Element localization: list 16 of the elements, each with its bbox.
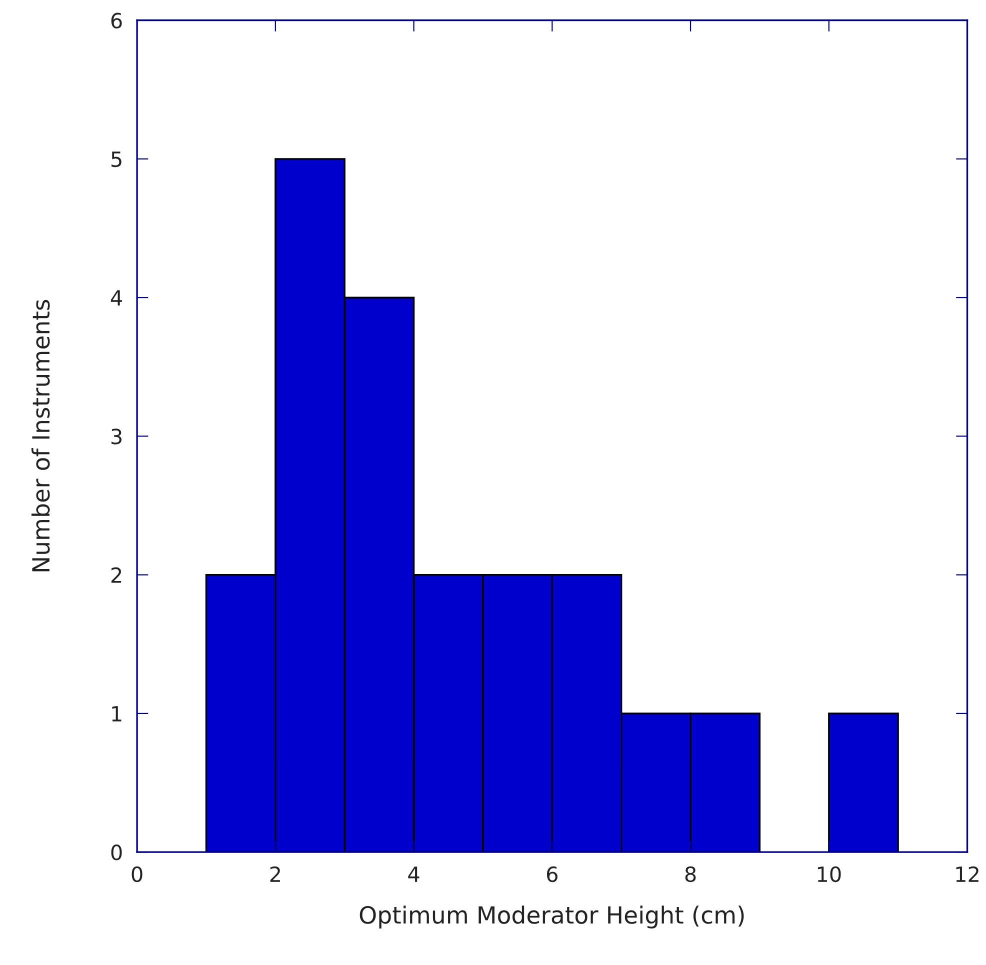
x-tick-label: 8 bbox=[685, 866, 696, 882]
y-tick-label: 6 bbox=[111, 12, 122, 28]
y-tick-label: 0 bbox=[111, 844, 122, 860]
x-tick-label: 0 bbox=[132, 866, 142, 882]
y-tick-label: 4 bbox=[110, 290, 122, 306]
y-tick-label: 5 bbox=[112, 152, 122, 168]
x-tick-label: 6 bbox=[546, 866, 558, 882]
x-tick-label: 10 bbox=[818, 866, 841, 882]
x-tick-label: 4 bbox=[408, 866, 420, 882]
y-tick-label: 1 bbox=[112, 706, 122, 722]
x-tick-label: 2 bbox=[270, 866, 280, 882]
y-tick-label: 2 bbox=[111, 567, 122, 583]
y-tick-label: 3 bbox=[112, 428, 122, 444]
x-axis-title: Optimum Moderator Height (cm) bbox=[360, 906, 744, 928]
x-tick-label: 12 bbox=[956, 866, 978, 882]
y-axis-title: Number of Instruments bbox=[32, 300, 50, 572]
